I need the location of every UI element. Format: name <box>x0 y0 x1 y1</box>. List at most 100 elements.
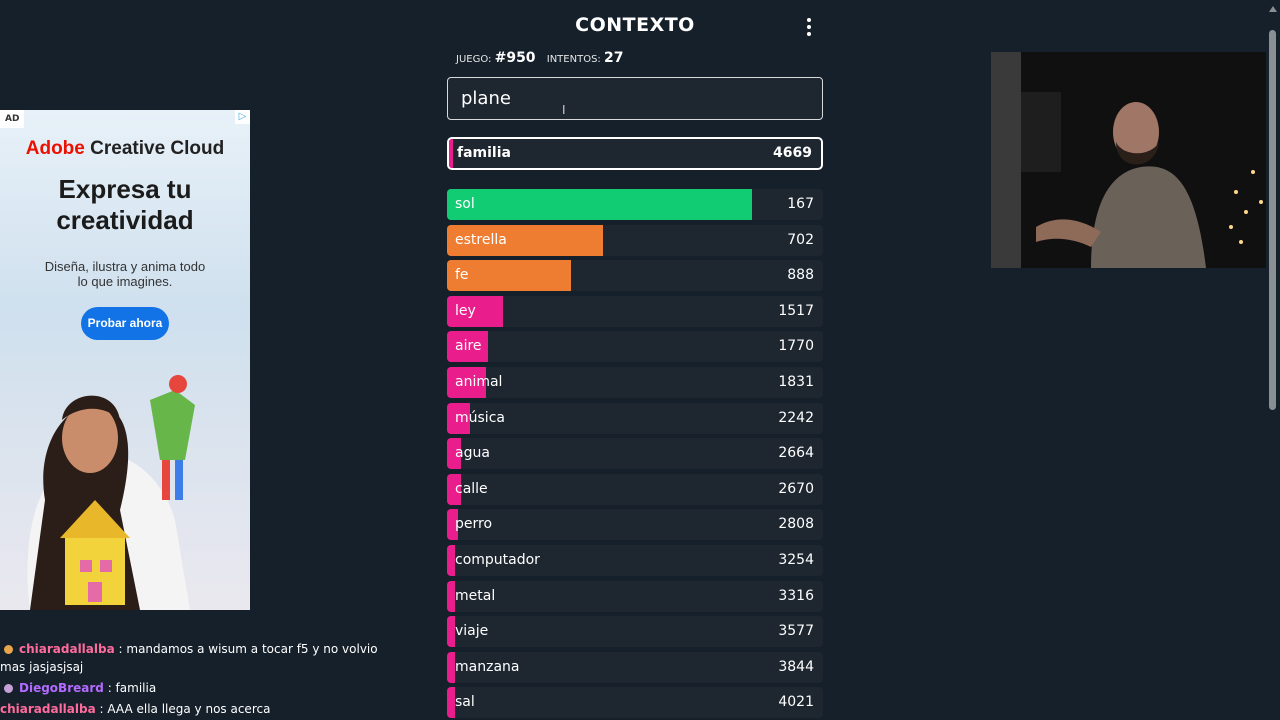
game-info: JUEGO: #950 INTENTOS: 27 <box>456 50 631 66</box>
guess-word: viaje <box>455 623 489 639</box>
guess-bar <box>447 438 461 469</box>
latest-guess-bar <box>449 139 453 168</box>
guess-score: 4021 <box>778 694 814 710</box>
page-scrollbar[interactable] <box>1266 0 1280 720</box>
more-menu-icon[interactable] <box>798 14 820 40</box>
guess-row: música 2242 <box>447 403 823 434</box>
guess-score: 3316 <box>778 588 814 604</box>
guess-score: 1770 <box>778 338 814 354</box>
guess-score: 2670 <box>778 481 814 497</box>
ad-body-line-1: Diseña, ilustra y anima todo <box>44 259 206 274</box>
ad-product: Creative Cloud <box>90 138 225 159</box>
guess-bar <box>447 403 470 434</box>
guess-bar <box>447 225 603 256</box>
guess-bar <box>447 509 458 540</box>
guess-score: 2664 <box>778 445 814 461</box>
guess-word: fe <box>455 267 469 283</box>
chat-badge-icon <box>4 645 13 654</box>
chat-text: : AAA ella llega y nos acerca <box>99 702 271 716</box>
guess-bar <box>447 652 455 683</box>
guess-word: agua <box>455 445 490 461</box>
guess-score: 3577 <box>778 623 814 639</box>
guess-bar <box>447 367 486 398</box>
guess-score: 702 <box>787 232 814 248</box>
intentos-value: 27 <box>603 50 624 66</box>
guess-word: estrella <box>455 232 507 248</box>
guess-row: computador 3254 <box>447 545 823 576</box>
guess-row: sal 4021 <box>447 687 823 718</box>
ad-illustration <box>27 375 195 610</box>
guess-bar <box>447 545 455 576</box>
webcam-image <box>991 52 1280 268</box>
top-bar: CONTEXTO <box>0 0 1280 52</box>
ad-cta-button[interactable]: Probar ahora <box>81 307 169 340</box>
chat-username: chiaradallalba <box>19 642 115 656</box>
guess-word: ley <box>455 303 476 319</box>
guess-row: animal 1831 <box>447 367 823 398</box>
guess-row: viaje 3577 <box>447 616 823 647</box>
latest-guess-row: familia 4669 <box>447 137 823 170</box>
guess-bar <box>447 581 455 612</box>
guess-bar <box>447 296 503 327</box>
ad-body-line-2: lo que imagines. <box>77 274 173 289</box>
latest-guess-score: 4669 <box>773 145 812 161</box>
guess-score: 888 <box>787 267 814 283</box>
guess-row: perro 2808 <box>447 509 823 540</box>
juego-value: #950 <box>494 50 536 66</box>
ad-headline-line-1: Expresa tu <box>58 174 192 204</box>
intentos-label: INTENTOS: <box>546 54 601 65</box>
guess-bar <box>447 260 571 291</box>
ad-headline-line-2: creatividad <box>56 205 194 235</box>
scroll-up-arrow-icon[interactable] <box>1269 6 1277 12</box>
guess-bar <box>447 189 752 220</box>
guess-input[interactable] <box>447 77 823 120</box>
guess-row: sol 167 <box>447 189 823 220</box>
chat-text: : familia <box>107 681 157 695</box>
guess-score: 3844 <box>778 659 814 675</box>
guess-score: 1517 <box>778 303 814 319</box>
guess-bar <box>447 687 455 718</box>
guess-word: metal <box>455 588 496 604</box>
ad-body: Diseña, ilustra y anima todo lo que imag… <box>20 259 230 289</box>
guess-row: agua 2664 <box>447 438 823 469</box>
guess-row: calle 2670 <box>447 474 823 505</box>
latest-guess-word: familia <box>457 145 511 161</box>
guess-score: 167 <box>787 196 814 212</box>
guess-row: fe 888 <box>447 260 823 291</box>
chat-message: DiegoBreard : familia <box>0 679 380 697</box>
guess-row: estrella 702 <box>447 225 823 256</box>
guess-word: animal <box>455 374 503 390</box>
chat-username: chiaradallalba <box>0 702 96 716</box>
ad-brand: Adobe <box>25 138 85 159</box>
guess-bar <box>447 474 461 505</box>
text-cursor-icon: I <box>562 103 566 117</box>
guess-bar <box>447 331 488 362</box>
guess-word: calle <box>455 481 488 497</box>
guess-word: manzana <box>455 659 520 675</box>
chat-badge-icon <box>4 684 13 693</box>
guess-score: 3254 <box>778 552 814 568</box>
guess-row: ley 1517 <box>447 296 823 327</box>
guess-score: 1831 <box>778 374 814 390</box>
ad-logo: Adobe Creative Cloud <box>0 138 250 160</box>
guess-word: aire <box>455 338 482 354</box>
guess-score: 2242 <box>778 410 814 426</box>
ad-tag: AD <box>0 110 25 128</box>
chat-message: chiaradallalba : mandamos a wisum a toca… <box>0 640 380 676</box>
advertisement[interactable]: AD ▷ Adobe Creative Cloud Expresa tu cre… <box>0 110 250 610</box>
ad-headline: Expresa tu creatividad <box>0 174 250 236</box>
page-title: CONTEXTO <box>575 14 695 36</box>
guess-row: manzana 3844 <box>447 652 823 683</box>
chat-text: : mandamos a wisum a tocar f5 y no volvi… <box>0 642 378 674</box>
chat-message: chiaradallalba : AAA ella llega y nos ac… <box>0 700 380 718</box>
guess-score: 2808 <box>778 516 814 532</box>
scrollbar-thumb[interactable] <box>1269 30 1276 410</box>
adchoices-icon[interactable]: ▷ <box>235 110 250 124</box>
guess-row: metal 3316 <box>447 581 823 612</box>
guess-bar <box>447 616 455 647</box>
guess-word: computador <box>455 552 540 568</box>
guess-word: perro <box>455 516 493 532</box>
guess-word: sal <box>455 694 475 710</box>
chat-username: DiegoBreard <box>19 681 104 695</box>
guess-word: música <box>455 410 505 426</box>
